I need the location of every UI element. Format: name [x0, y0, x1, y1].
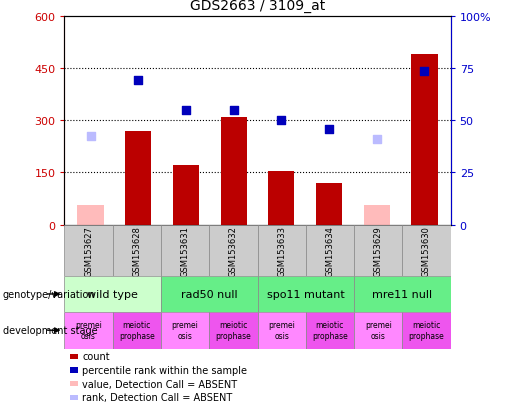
Title: GDS2663 / 3109_at: GDS2663 / 3109_at [190, 0, 325, 13]
Bar [71, 368, 78, 373]
Bar [64, 277, 161, 312]
Bar [113, 312, 161, 349]
Point [182, 107, 190, 114]
Text: premei
osis: premei osis [268, 321, 295, 340]
Bar [258, 277, 354, 312]
Bar [220, 117, 247, 225]
Bar [258, 225, 306, 277]
Text: meiotic
prophase: meiotic prophase [312, 321, 348, 340]
Text: value, Detection Call = ABSENT: value, Detection Call = ABSENT [82, 379, 237, 389]
Point [230, 107, 238, 114]
Text: spo11 mutant: spo11 mutant [267, 289, 345, 299]
Text: meiotic
prophase: meiotic prophase [408, 321, 444, 340]
Bar [209, 225, 258, 277]
Bar [71, 395, 78, 400]
Text: wild type: wild type [87, 289, 138, 299]
Text: GSM153627: GSM153627 [84, 225, 93, 276]
Bar [64, 312, 113, 349]
Bar [161, 312, 209, 349]
Text: meiotic
prophase: meiotic prophase [119, 321, 154, 340]
Text: GSM153632: GSM153632 [229, 225, 238, 276]
Bar [71, 354, 78, 359]
Bar [173, 166, 199, 225]
Bar [354, 312, 402, 349]
Bar [161, 225, 209, 277]
Bar [354, 225, 402, 277]
Text: premei
osis: premei osis [171, 321, 198, 340]
Text: GSM153628: GSM153628 [132, 225, 141, 276]
Point [325, 126, 333, 133]
Bar [258, 312, 306, 349]
Text: rad50 null: rad50 null [181, 289, 237, 299]
Bar [64, 225, 113, 277]
Text: development stage: development stage [3, 325, 97, 335]
Point [134, 78, 143, 84]
Bar [113, 225, 161, 277]
Bar [71, 381, 78, 386]
Text: GSM153634: GSM153634 [325, 225, 334, 276]
Point [277, 117, 285, 124]
Text: premei
osis: premei osis [75, 321, 102, 340]
Text: GSM153633: GSM153633 [277, 225, 286, 276]
Text: meiotic
prophase: meiotic prophase [215, 321, 251, 340]
Bar [364, 206, 390, 225]
Bar [125, 131, 151, 225]
Bar [268, 171, 295, 225]
Bar [402, 225, 451, 277]
Text: rank, Detection Call = ABSENT: rank, Detection Call = ABSENT [82, 392, 233, 402]
Text: GSM153630: GSM153630 [422, 225, 431, 276]
Bar [77, 206, 104, 225]
Bar [411, 55, 438, 225]
Bar [354, 277, 451, 312]
Point [87, 133, 95, 140]
Text: percentile rank within the sample: percentile rank within the sample [82, 365, 247, 375]
Bar [209, 312, 258, 349]
Text: mre11 null: mre11 null [372, 289, 433, 299]
Text: GSM153631: GSM153631 [181, 225, 190, 276]
Bar [402, 312, 451, 349]
Bar [306, 312, 354, 349]
Bar [306, 225, 354, 277]
Bar [161, 277, 258, 312]
Point [372, 137, 381, 143]
Text: count: count [82, 351, 110, 361]
Point [420, 69, 428, 76]
Text: genotype/variation: genotype/variation [3, 289, 95, 299]
Text: GSM153629: GSM153629 [374, 225, 383, 276]
Bar [316, 183, 342, 225]
Text: premei
osis: premei osis [365, 321, 391, 340]
